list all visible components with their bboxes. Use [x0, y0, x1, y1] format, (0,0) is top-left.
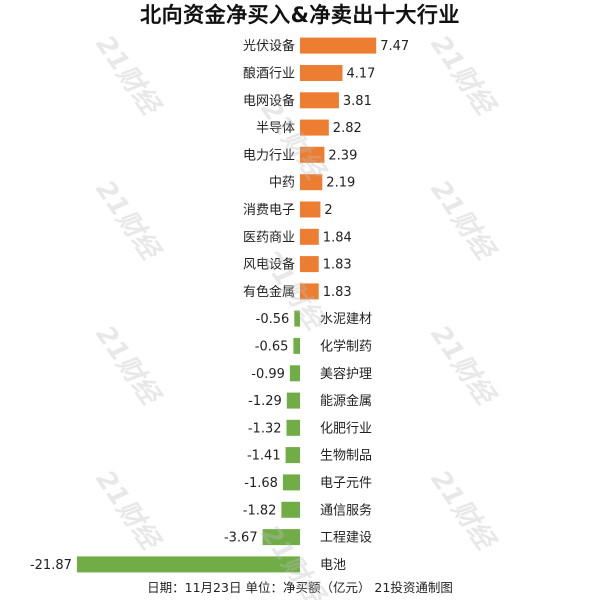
bar [293, 337, 300, 354]
bar [300, 92, 339, 109]
bar [300, 201, 321, 218]
value-label: 1.83 [323, 285, 352, 300]
category-label: 通信服务 [320, 502, 372, 518]
bar [281, 501, 300, 518]
bar [300, 283, 319, 300]
bar [294, 310, 300, 327]
value-label: 2.19 [326, 176, 355, 191]
value-label: -1.29 [248, 394, 282, 409]
value-label: -0.56 [256, 312, 290, 327]
category-label: 化学制药 [320, 338, 372, 354]
bar [300, 256, 319, 273]
chart-footer: 日期：11月23日 单位：净买额（亿元） 21投资通制图 [147, 580, 453, 595]
bar [300, 146, 325, 163]
bar [286, 392, 300, 409]
value-label: 7.47 [380, 39, 409, 54]
value-label: -1.82 [243, 503, 277, 518]
value-label: 2 [324, 203, 332, 218]
value-label: -0.99 [251, 367, 285, 382]
category-label: 消费电子 [243, 203, 295, 218]
category-label: 电子元件 [320, 476, 372, 491]
category-label: 中药 [269, 176, 295, 191]
value-label: 2.39 [328, 148, 357, 163]
category-label: 光伏设备 [243, 38, 295, 54]
value-label: 1.83 [323, 258, 352, 273]
value-label: -3.67 [224, 531, 258, 546]
category-label: 电池 [320, 558, 346, 573]
bar [300, 37, 377, 54]
value-label: 2.82 [333, 121, 362, 136]
bar [76, 556, 301, 573]
bar [285, 447, 300, 464]
chart-title: 北向资金净买入&净卖出十大行业 [140, 3, 460, 27]
category-label: 能源金属 [320, 393, 372, 409]
value-label: -21.87 [30, 558, 72, 573]
bar [300, 174, 323, 191]
category-label: 酿酒行业 [243, 66, 295, 82]
bar [300, 119, 329, 136]
value-label: -1.32 [248, 421, 282, 436]
value-label: -1.68 [244, 476, 278, 491]
value-label: 1.84 [323, 230, 352, 245]
category-label: 有色金属 [243, 284, 295, 300]
category-label: 美容护理 [320, 366, 372, 382]
category-label: 电力行业 [243, 148, 295, 163]
bar [262, 529, 300, 546]
bar [300, 65, 343, 81]
value-label: 4.17 [347, 67, 376, 82]
labels-group: 光伏设备 7.47 酿酒行业 4.17 电网设备 3.81 半导体 2.82 电力行业 2.39 中… [30, 38, 409, 573]
category-label: 工程建设 [320, 531, 372, 546]
category-label: 风电设备 [243, 257, 295, 273]
category-label: 医药商业 [243, 230, 295, 245]
bars-group [76, 37, 377, 573]
category-label: 水泥建材 [320, 312, 372, 327]
category-label: 生物制品 [320, 449, 372, 464]
bar [286, 419, 300, 436]
value-label: -0.65 [255, 339, 289, 354]
category-label: 半导体 [256, 121, 295, 136]
category-label: 电网设备 [243, 93, 295, 109]
bar [282, 474, 300, 491]
value-label: -1.41 [247, 449, 281, 464]
category-label: 化肥行业 [320, 421, 372, 436]
value-label: 3.81 [343, 94, 372, 109]
bar [289, 365, 300, 382]
bar [300, 228, 319, 245]
